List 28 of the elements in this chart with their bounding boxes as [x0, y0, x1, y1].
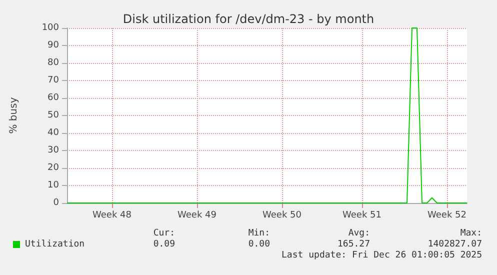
- y-tick-label: 80: [48, 58, 60, 68]
- x-tick-label: Week 52: [428, 210, 466, 220]
- text: 0.09: [153, 240, 175, 250]
- text: Max:: [460, 228, 482, 238]
- y-tick-label: 30: [48, 146, 60, 156]
- y-tick-label: 20: [48, 163, 60, 173]
- x-tick-label: Week 50: [262, 210, 302, 220]
- text: Min:: [248, 228, 270, 238]
- y-tick-label: 90: [48, 40, 60, 50]
- text: Last update: Fri Dec 26 01:00:05 2025: [282, 250, 482, 260]
- y-tick-label: 40: [48, 128, 60, 138]
- text: 165.27: [337, 240, 370, 250]
- text: Cur:: [153, 228, 175, 238]
- x-tick-label: Week 49: [178, 210, 217, 220]
- y-tick-label: 70: [48, 76, 60, 86]
- y-tick-label: 0: [53, 198, 60, 208]
- text: 0.00: [248, 240, 270, 250]
- x-tick-label: Week 51: [342, 210, 382, 220]
- y-tick-label: 60: [48, 93, 60, 103]
- y-tick-label: 50: [48, 110, 60, 120]
- legend-label: Utilization: [25, 240, 85, 250]
- text: 1402827.07: [428, 240, 482, 250]
- y-tick-label: 10: [48, 180, 60, 190]
- chart-title: Disk utilization for /dev/dm-23 - by month: [122, 12, 374, 26]
- y-axis-title: % busy: [8, 97, 20, 134]
- y-tick-label: 100: [42, 23, 60, 33]
- x-tick-label: Week 48: [92, 210, 132, 220]
- text: Avg:: [348, 228, 370, 238]
